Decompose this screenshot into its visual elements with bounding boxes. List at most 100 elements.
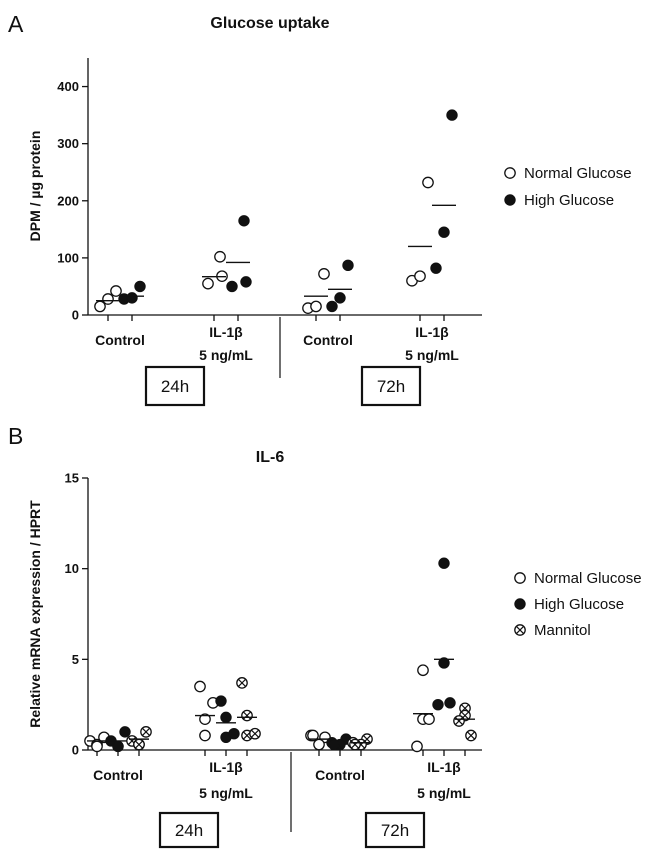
series-normal-glucose xyxy=(94,176,434,314)
data-point xyxy=(202,277,214,290)
series-high-glucose xyxy=(105,557,456,753)
data-point xyxy=(438,557,450,569)
data-point xyxy=(119,726,131,738)
data-point xyxy=(432,698,444,711)
time-group-box xyxy=(158,811,220,849)
data-point xyxy=(110,285,122,297)
data-point xyxy=(220,711,232,724)
panel-letter: B xyxy=(8,423,23,449)
data-point xyxy=(134,280,146,293)
data-point xyxy=(423,713,435,726)
data-point xyxy=(430,262,442,274)
data-point xyxy=(102,293,114,305)
y-tick-label: 300 xyxy=(57,136,79,151)
data-point xyxy=(326,300,338,313)
data-point xyxy=(126,292,138,304)
data-point xyxy=(140,726,152,738)
data-point-cross-b xyxy=(142,727,150,736)
data-point xyxy=(465,729,477,742)
data-point xyxy=(417,664,429,677)
data-point xyxy=(238,215,250,227)
data-point-cross-b xyxy=(251,729,259,738)
data-point-cross-b xyxy=(135,740,143,749)
data-point xyxy=(438,226,450,238)
legend-marker xyxy=(514,572,526,584)
data-point xyxy=(194,680,206,693)
series-high-glucose xyxy=(118,109,458,313)
data-point xyxy=(236,677,248,689)
data-point xyxy=(112,740,124,753)
data-point xyxy=(133,738,145,751)
data-point xyxy=(328,738,340,751)
legend-marker xyxy=(514,624,526,636)
time-group-box xyxy=(364,811,426,849)
legend: Normal Glucose High Glucose Mannitol xyxy=(514,570,642,639)
series-mannitol xyxy=(126,677,477,751)
y-tick-label: 400 xyxy=(57,79,79,94)
legend: Normal Glucose High Glucose xyxy=(504,165,632,209)
x-category-label: Control xyxy=(315,767,365,783)
time-group-label: 72h xyxy=(377,377,405,396)
data-point-cross-b xyxy=(467,731,475,740)
x-category-label: IL-1β xyxy=(209,324,243,340)
data-point xyxy=(199,713,211,726)
data-point xyxy=(249,727,261,740)
y-tick-label: 5 xyxy=(72,652,79,667)
data-point xyxy=(226,280,238,293)
data-point xyxy=(215,695,227,707)
series-normal-glucose xyxy=(84,664,435,753)
time-group-label: 24h xyxy=(161,377,189,396)
data-point xyxy=(307,729,319,742)
legend-entry: Normal Glucose xyxy=(524,165,632,182)
data-point xyxy=(318,268,330,280)
y-tick-label: 10 xyxy=(65,561,79,576)
data-point xyxy=(349,738,361,751)
chart-title: Glucose uptake xyxy=(210,15,329,32)
data-point xyxy=(444,697,456,709)
data-point xyxy=(313,738,325,751)
y-tick-label: 200 xyxy=(57,193,79,208)
chart-panel-a: A Glucose uptake DPM / µg protein 0 100 200 30… xyxy=(8,11,632,407)
x-category-label-line2: 5 ng/mL xyxy=(199,785,253,801)
y-tick-label: 0 xyxy=(72,743,79,758)
data-point xyxy=(438,657,450,669)
y-tick-label: 15 xyxy=(65,471,79,486)
data-point xyxy=(334,292,346,304)
time-group-label: 72h xyxy=(381,821,409,840)
y-axis-label: Relative mRNA expression / HPRT xyxy=(27,500,43,728)
chart-panel-b: B IL-6 Relative mRNA expression / HPRT 0 5 10… xyxy=(8,423,642,849)
y-tick-label: 0 xyxy=(72,308,79,323)
x-category-label: IL-1β xyxy=(415,324,449,340)
legend-marker-cross-b xyxy=(516,626,524,634)
legend-marker xyxy=(514,598,526,610)
legend-marker xyxy=(504,167,516,179)
x-category-label-line2: 5 ng/mL xyxy=(199,347,253,363)
x-category-label: Control xyxy=(303,332,353,348)
data-point xyxy=(241,709,253,722)
x-category-label-line2: 5 ng/mL xyxy=(405,347,459,363)
data-point xyxy=(240,276,252,288)
data-point xyxy=(342,259,354,272)
data-point xyxy=(414,270,426,283)
x-category-label-line2: 5 ng/mL xyxy=(417,785,471,801)
data-point xyxy=(199,729,211,742)
legend-marker xyxy=(504,194,516,206)
x-category-label: Control xyxy=(93,767,143,783)
legend-entry: Mannitol xyxy=(534,622,591,639)
y-axis-label: DPM / µg protein xyxy=(27,131,43,242)
data-point xyxy=(453,715,465,727)
data-point xyxy=(91,740,103,753)
x-category-label: IL-1β xyxy=(427,759,461,775)
time-group-box xyxy=(144,365,206,407)
chart-title: IL-6 xyxy=(256,449,285,466)
data-point-cross-b xyxy=(238,678,246,687)
data-point xyxy=(310,300,322,313)
panel-letter: A xyxy=(8,11,24,37)
data-point xyxy=(228,727,240,740)
time-group-box xyxy=(360,365,422,407)
data-point xyxy=(422,176,434,189)
data-point xyxy=(446,109,458,121)
time-group-label: 24h xyxy=(175,821,203,840)
data-point xyxy=(214,250,226,263)
